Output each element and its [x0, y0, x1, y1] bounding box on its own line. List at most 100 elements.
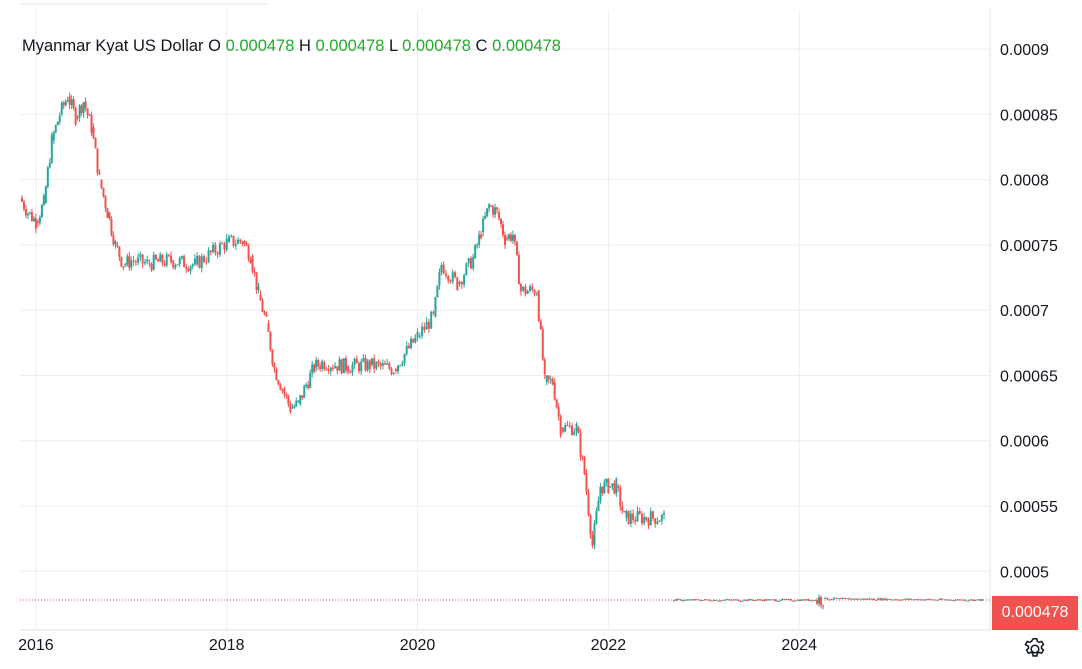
candle-body [826, 597, 829, 600]
gear-icon[interactable] [1022, 636, 1048, 662]
candle-body [807, 599, 810, 601]
candle-body [535, 294, 538, 296]
candle-body [484, 216, 487, 219]
open-label: O [208, 37, 221, 55]
candle-body [708, 599, 711, 601]
candle-body [728, 599, 731, 601]
candle-body [651, 511, 654, 519]
candle-body [798, 599, 801, 601]
candle-body [78, 105, 81, 118]
candle-body [502, 224, 505, 236]
candle-body [120, 256, 123, 267]
candle-body [822, 605, 825, 607]
candle-body [185, 267, 188, 269]
candle-body [253, 271, 256, 273]
candle-body [134, 261, 137, 263]
candle-body [216, 252, 219, 255]
candle-body [24, 209, 27, 216]
candle-body [66, 100, 69, 102]
candle-body [209, 250, 212, 253]
candle-body [305, 384, 308, 386]
candle-body [432, 311, 435, 313]
candle-body [70, 99, 73, 105]
candle-body [427, 321, 430, 329]
candle-body [890, 599, 893, 601]
y-tick-label: 0.00055 [1000, 499, 1058, 516]
candle-body [366, 360, 369, 371]
candle-body [412, 338, 415, 343]
candle-body [476, 244, 479, 246]
candle-body [794, 600, 797, 602]
candle-body [625, 510, 628, 518]
low-label: L [388, 37, 398, 55]
candle-body [945, 599, 948, 601]
candle-body [458, 281, 461, 285]
y-grid-lines [20, 48, 990, 572]
candle-body [844, 597, 847, 599]
candle-body [64, 101, 67, 106]
candle-body [56, 121, 59, 126]
candle-body [684, 599, 687, 601]
candle-body [371, 358, 374, 366]
candle-body [440, 264, 443, 273]
candle-body [759, 599, 762, 601]
candle-body [72, 99, 75, 108]
candle-body [972, 599, 975, 601]
y-tick-label: 0.00065 [1000, 368, 1058, 385]
candle-body [488, 204, 491, 209]
candle-body [38, 217, 41, 223]
candle-body [583, 456, 586, 475]
candle-body [410, 338, 413, 349]
candle-body [90, 114, 93, 133]
candle-body [141, 254, 144, 264]
candle-body [317, 359, 320, 367]
candle-body [447, 275, 450, 281]
candle-body [603, 482, 606, 494]
candle-body [932, 599, 935, 601]
y-tick-label: 0.0007 [1000, 303, 1049, 320]
candle-body [686, 599, 689, 601]
candle-body [193, 258, 196, 265]
candle-body [577, 427, 580, 434]
candle-body [677, 598, 680, 600]
candle-body [543, 359, 546, 375]
candle-body [50, 134, 53, 163]
time-axis-labels: 2016 2018 2020 2022 2024 [18, 637, 817, 654]
candle-body [112, 234, 115, 245]
candle-body [490, 205, 493, 207]
candle-body [116, 244, 119, 247]
candle-body [841, 597, 844, 599]
candle-body [375, 362, 378, 369]
candle-body [338, 359, 341, 371]
candle-body [654, 518, 657, 524]
candle-body [418, 335, 421, 337]
candle-body [634, 520, 637, 522]
candle-body [963, 599, 966, 601]
candle-body [94, 138, 97, 149]
candle-body [531, 286, 534, 290]
candle-body [928, 598, 931, 600]
candle-body [267, 323, 270, 332]
candle-body [76, 117, 79, 119]
candle-body [214, 244, 217, 253]
candle-body [699, 600, 702, 602]
candle-body [765, 599, 768, 601]
candle-body [336, 366, 339, 371]
candle-body [504, 235, 506, 245]
candle-body [539, 320, 542, 330]
candle-body [198, 255, 201, 268]
candle-body [82, 102, 85, 114]
candle-body [500, 218, 503, 225]
candle-body [401, 363, 404, 366]
candle-body [381, 363, 384, 366]
candle-body [868, 598, 871, 600]
candle-body [879, 598, 882, 601]
candle-body [334, 366, 337, 369]
candle-body [52, 132, 55, 141]
candle-body [638, 511, 641, 514]
candle-body [261, 300, 264, 312]
candle-body [161, 254, 164, 264]
candle-body [263, 311, 266, 315]
candle-body [595, 510, 598, 524]
